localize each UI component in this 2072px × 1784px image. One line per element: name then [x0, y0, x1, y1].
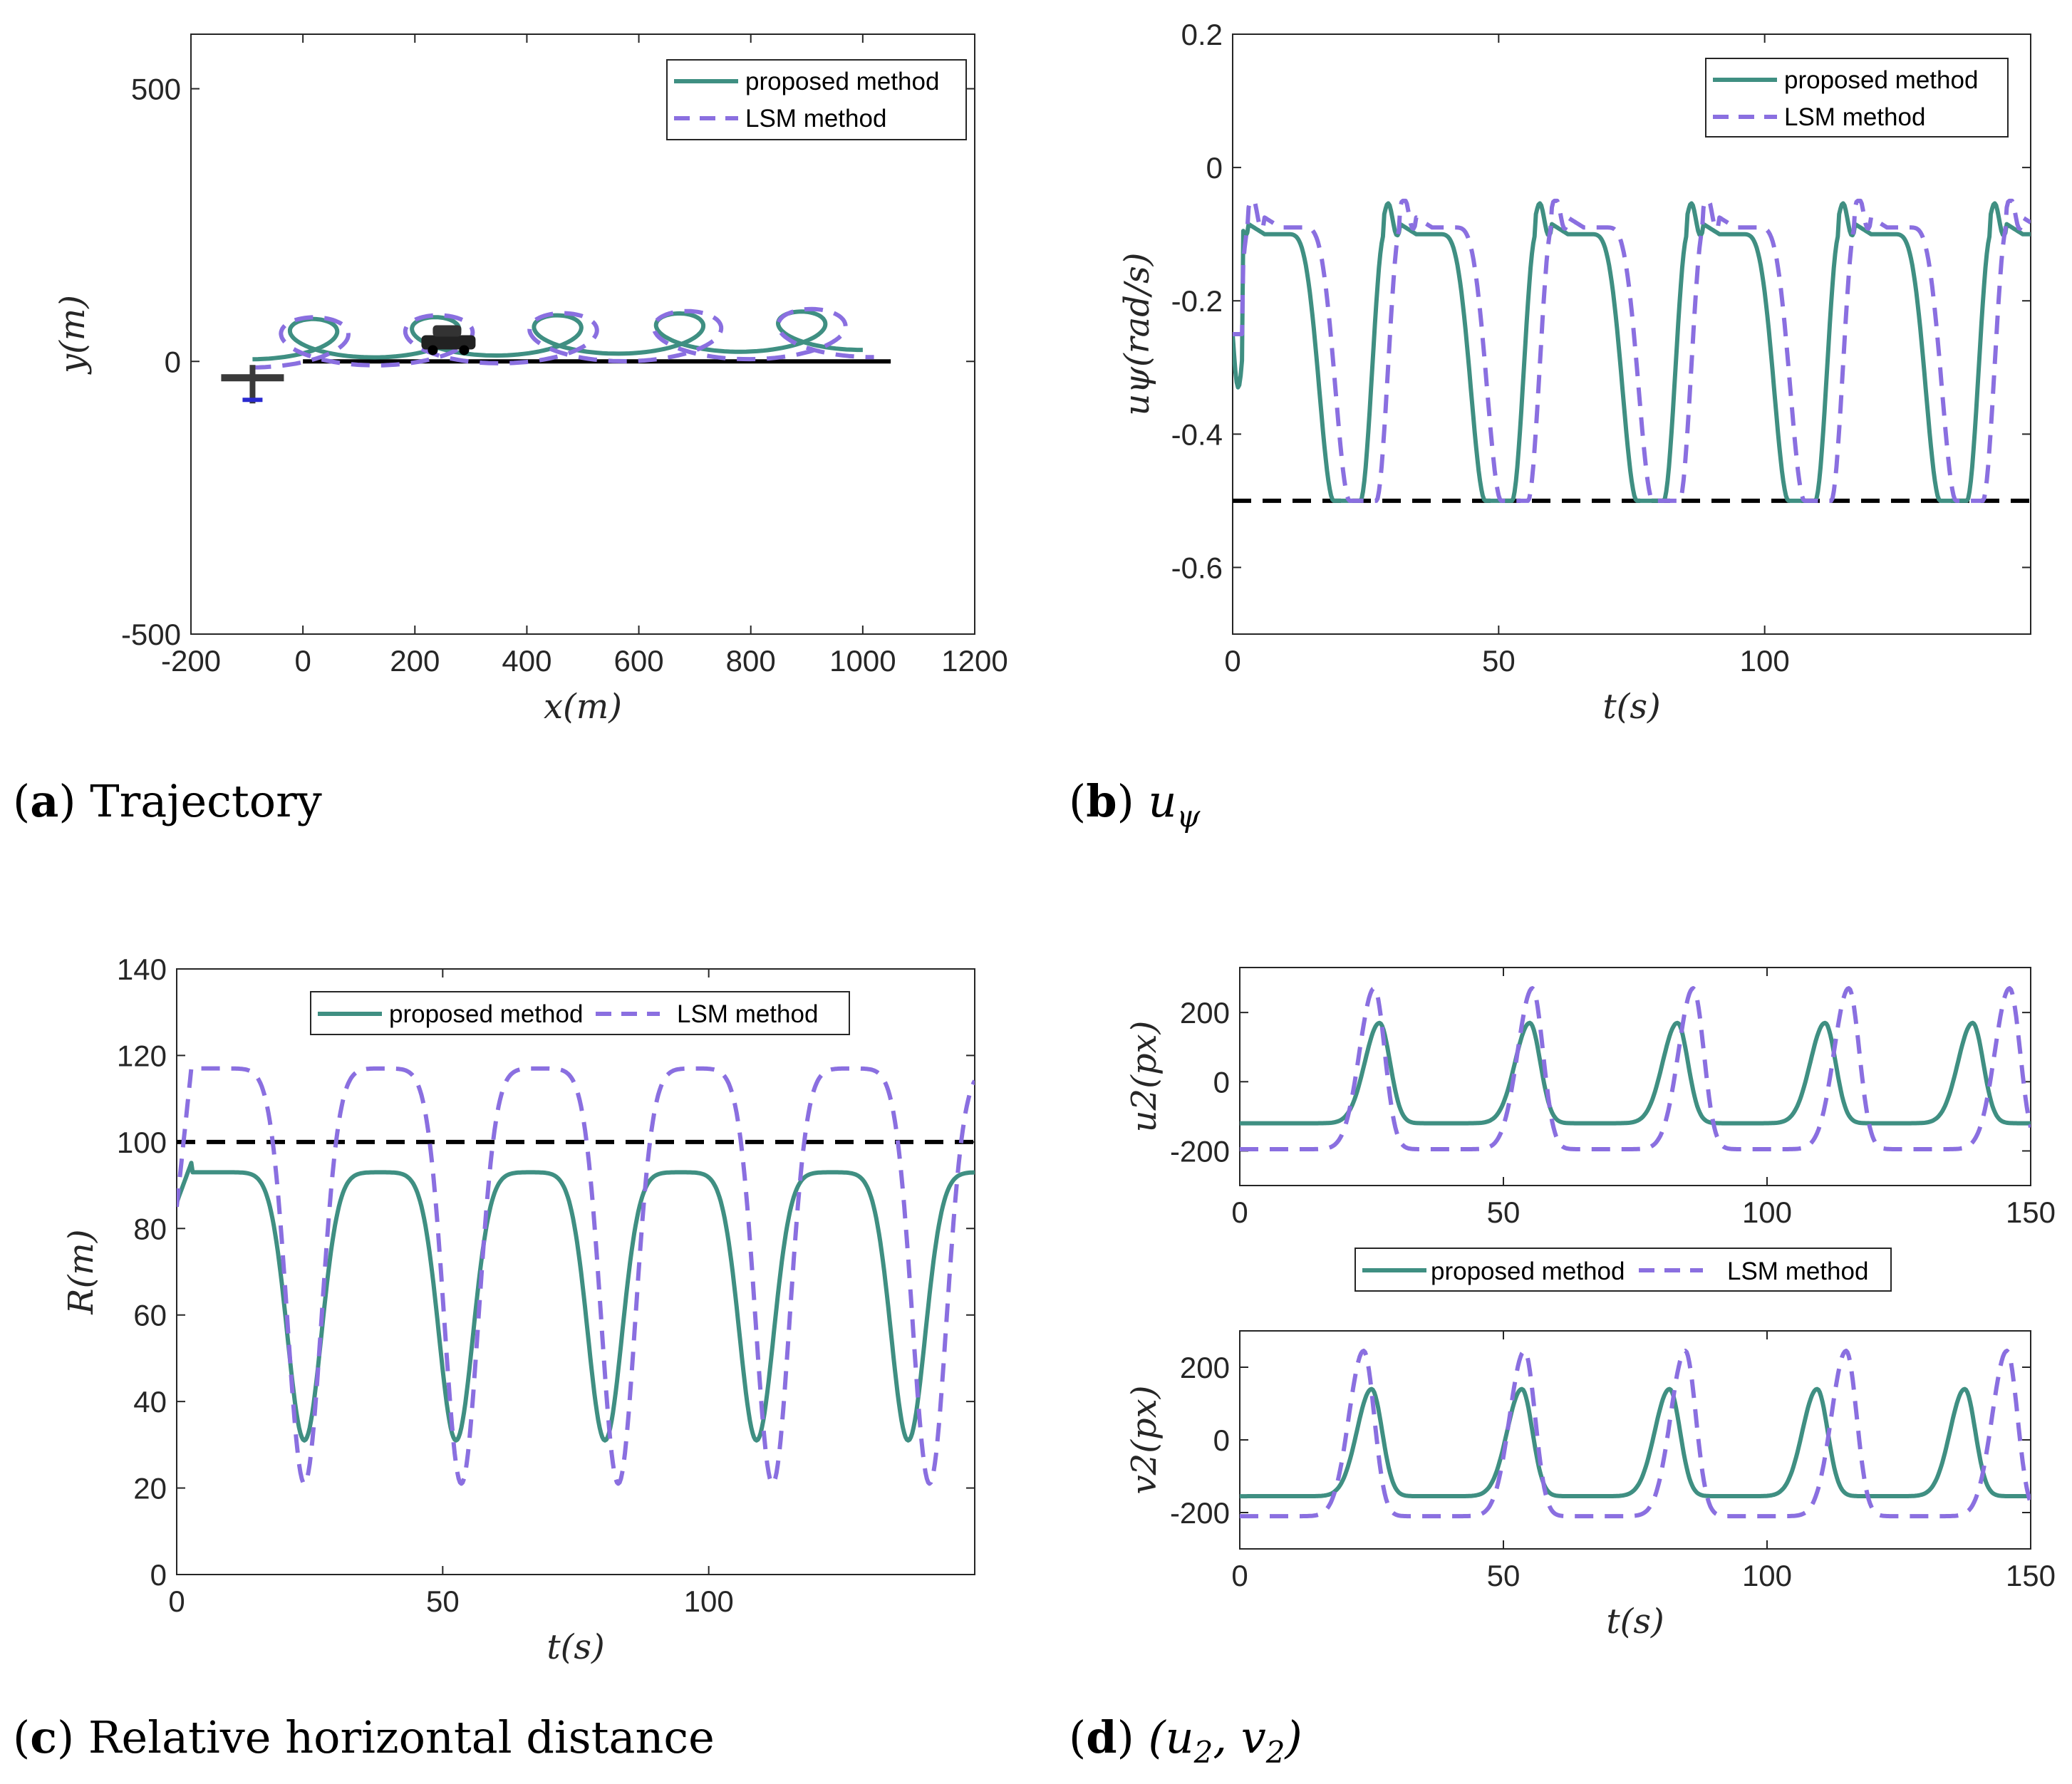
legend-d-proposed-label: proposed method: [1431, 1257, 1625, 1285]
x-tick-label: 50: [1487, 1559, 1521, 1592]
y-axis-label: v2(px): [1124, 1386, 1164, 1495]
y-tick-label: 200: [1180, 996, 1230, 1030]
y-tick-label: 120: [117, 1039, 167, 1072]
legend-label: proposed method: [745, 68, 939, 95]
x-tick-label: 1200: [941, 644, 1007, 678]
caption-d: (d) (u2, v2): [1069, 1711, 1302, 1770]
caption-a: (a) Trajectory: [13, 775, 322, 827]
plot-area-d1: [1239, 967, 2031, 1186]
x-axis-label: t(s): [547, 1627, 604, 1667]
plot-area-d2: [1239, 1330, 2031, 1550]
y-tick-label: -0.4: [1171, 418, 1223, 451]
chart-u-psi: 0 50 100 0.2 0 -0.2 -0.4 -0.6 t(s) uψ(rad/s) propo…: [1117, 18, 2031, 727]
y-tick-label: 0: [1206, 151, 1223, 185]
y-axis-label: R(m): [61, 1229, 101, 1314]
x-tick-label: 0: [294, 644, 311, 678]
series-lsm-line: [1240, 986, 2031, 1151]
y-tick-label: 80: [133, 1212, 167, 1245]
x-tick-label: 400: [502, 644, 551, 678]
legend-a: proposed method LSM method: [666, 59, 967, 140]
x-tick-label: 200: [390, 644, 440, 678]
legend-d-lsm-label: LSM method: [1727, 1257, 1868, 1285]
plot-area-c: [176, 968, 975, 1575]
x-axis-label: t(s): [1606, 1602, 1664, 1642]
x-tick-label: 600: [614, 644, 664, 678]
y-tick-label: 60: [133, 1299, 167, 1332]
series-proposed-line: [1240, 1386, 2031, 1499]
caption-b: (b) uψ: [1069, 775, 1201, 834]
x-tick-label: 0: [1231, 1196, 1248, 1229]
x-tick-label: 100: [1742, 1196, 1792, 1229]
y-axis-label: u2(px): [1124, 1021, 1164, 1133]
car-icon: [421, 325, 476, 356]
x-axis-label: x(m): [544, 687, 622, 727]
x-tick-label: 150: [2006, 1559, 2056, 1592]
legend-label: LSM method: [745, 105, 886, 133]
series-proposed-line: [252, 309, 863, 362]
series-lsm-line: [1240, 1349, 2031, 1519]
y-tick-label: 0: [1213, 1065, 1230, 1099]
chart-relative-distance: 0 50 100 0 20 40 60 80 100 120 140 t(s) R(m) proposed…: [61, 953, 975, 1667]
x-tick-label: 100: [1742, 1559, 1792, 1592]
series-proposed-line: [177, 1161, 975, 1443]
y-axis-label: uψ(rad/s): [1117, 252, 1157, 415]
legend-d: proposed method LSM method: [1354, 1248, 1892, 1292]
y-tick-label: 0: [1213, 1423, 1230, 1457]
y-tick-label: 500: [131, 73, 181, 106]
y-tick-label: 0: [150, 1558, 167, 1592]
series-lsm-line: [252, 306, 874, 370]
y-tick-label: 200: [1180, 1351, 1230, 1384]
x-tick-label: 50: [426, 1585, 460, 1618]
y-tick-label: -0.2: [1171, 284, 1223, 318]
legend-label: proposed method: [1784, 66, 1978, 94]
legend-label: LSM method: [677, 1000, 818, 1028]
x-tick-label: 0: [1224, 644, 1240, 678]
y-tick-label: 0.2: [1181, 18, 1223, 51]
x-tick-label: 50: [1487, 1196, 1521, 1229]
legend-label: LSM method: [1784, 103, 1925, 131]
legend-c: proposed method LSM method: [310, 991, 850, 1035]
y-tick-label: 20: [133, 1472, 167, 1505]
x-tick-label: -200: [161, 644, 221, 678]
y-tick-label: -200: [1170, 1496, 1230, 1530]
x-axis-label: t(s): [1602, 687, 1660, 727]
y-tick-label: -500: [121, 618, 181, 651]
x-tick-label: 100: [684, 1585, 734, 1618]
series-proposed-line: [1233, 201, 2031, 503]
x-tick-label: 0: [168, 1585, 185, 1618]
x-tick-label: 0: [1231, 1559, 1248, 1592]
y-tick-label: 40: [133, 1385, 167, 1419]
y-tick-label: 0: [165, 345, 181, 378]
chart-trajectory: -200 0 200 400 600 800 1000 1200 -500 0 500 x(m) y(m…: [53, 33, 1008, 727]
y-tick-label: -0.6: [1171, 551, 1223, 584]
x-tick-label: 150: [2006, 1196, 2056, 1229]
series-lsm-line: [1233, 198, 2031, 503]
x-tick-label: 800: [726, 644, 776, 678]
y-axis-label: y(m): [53, 295, 93, 375]
x-tick-label: 1000: [829, 644, 896, 678]
legend-label: proposed method: [389, 1000, 583, 1028]
x-tick-label: 100: [1740, 644, 1790, 678]
x-tick-label: 50: [1482, 644, 1516, 678]
y-tick-label: -200: [1170, 1134, 1230, 1168]
caption-c: (c) Relative horizontal distance: [13, 1711, 715, 1763]
aircraft-icon: [221, 365, 284, 404]
series-proposed-line: [1240, 1020, 2031, 1126]
y-tick-label: 100: [117, 1126, 167, 1159]
series-lsm-line: [177, 1066, 975, 1486]
legend-b: proposed method LSM method: [1705, 58, 2009, 138]
y-tick-label: 140: [117, 953, 167, 986]
